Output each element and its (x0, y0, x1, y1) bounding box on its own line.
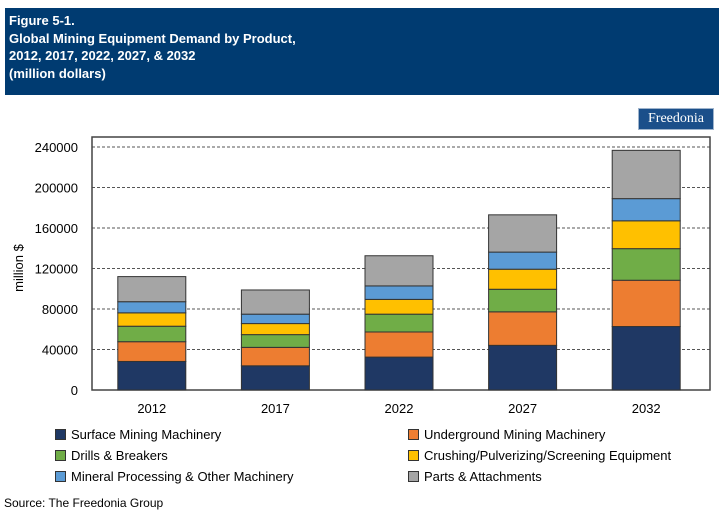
x-tick-label: 2022 (385, 401, 414, 416)
legend-swatch (55, 471, 66, 482)
x-tick-label: 2027 (508, 401, 537, 416)
legend-label: Parts & Attachments (424, 469, 542, 484)
x-tick-label: 2017 (261, 401, 290, 416)
legend-swatch (408, 429, 419, 440)
bar-segment (488, 251, 558, 270)
bar-segment (364, 285, 434, 300)
legend-label: Drills & Breakers (71, 448, 168, 463)
y-tick-label: 0 (71, 383, 78, 398)
bar-segment (488, 344, 558, 391)
figure-number: Figure 5-1. (9, 13, 75, 28)
legend-item: Crushing/Pulverizing/Screening Equipment (408, 448, 671, 463)
bar-segment (117, 312, 187, 327)
bar-segment (117, 360, 187, 391)
bar-segment (240, 346, 310, 367)
bar-segment (117, 276, 187, 303)
figure-title: Global Mining Equipment Demand by Produc… (9, 30, 296, 46)
x-tick-label: 2032 (632, 401, 661, 416)
bar-segment (117, 325, 187, 343)
bar-segment (364, 298, 434, 315)
y-axis-label: million $ (11, 243, 26, 291)
bar-segment (364, 255, 434, 287)
legend-label: Crushing/Pulverizing/Screening Equipment (424, 448, 672, 463)
bar-segment (488, 288, 558, 313)
legend-item: Mineral Processing & Other Machinery (55, 469, 294, 484)
bar-segment (240, 365, 310, 391)
figure-header: Figure 5-1. Global Mining Equipment Dema… (5, 8, 719, 95)
legend-label: Underground Mining Machinery (424, 427, 606, 442)
freedonia-logo: Freedonia (638, 108, 714, 130)
bar-segment (364, 313, 434, 333)
bar-segment (240, 323, 310, 336)
y-tick-label: 40000 (42, 343, 78, 358)
bar-segment (488, 214, 558, 253)
bar-segment (364, 356, 434, 391)
y-tick-label: 240000 (35, 140, 78, 155)
legend-swatch (55, 450, 66, 461)
bar-segment (611, 149, 681, 200)
y-tick-label: 80000 (42, 302, 78, 317)
legend-item: Drills & Breakers (55, 448, 168, 463)
bar-segment (117, 341, 187, 362)
bar-segment (240, 289, 310, 315)
source-note: Source: The Freedonia Group (4, 496, 164, 510)
bar-segment (117, 301, 187, 314)
legend-label: Surface Mining Machinery (71, 427, 222, 442)
legend-item: Underground Mining Machinery (408, 427, 605, 442)
bar-segment (240, 334, 310, 348)
bar-segment (611, 198, 681, 222)
bar-segment (611, 326, 681, 391)
x-tick-label: 2012 (137, 401, 166, 416)
legend-item: Parts & Attachments (408, 469, 542, 484)
bar-segment (364, 331, 434, 358)
bar-segment (611, 248, 681, 281)
figure-years: 2012, 2017, 2022, 2027, & 2032 (9, 48, 196, 63)
legend-swatch (408, 450, 419, 461)
bar-segment (488, 268, 558, 290)
legend-swatch (55, 429, 66, 440)
bar-segment (611, 220, 681, 250)
y-tick-label: 200000 (35, 181, 78, 196)
figure-units: (million dollars) (9, 65, 106, 81)
bar-segment (488, 311, 558, 346)
legend-label: Mineral Processing & Other Machinery (71, 469, 294, 484)
y-tick-label: 160000 (35, 221, 78, 236)
bar-segment (240, 313, 310, 325)
legend-swatch (408, 471, 419, 482)
y-tick-label: 120000 (35, 262, 78, 277)
legend-item: Surface Mining Machinery (55, 427, 221, 442)
bar-segment (611, 279, 681, 328)
